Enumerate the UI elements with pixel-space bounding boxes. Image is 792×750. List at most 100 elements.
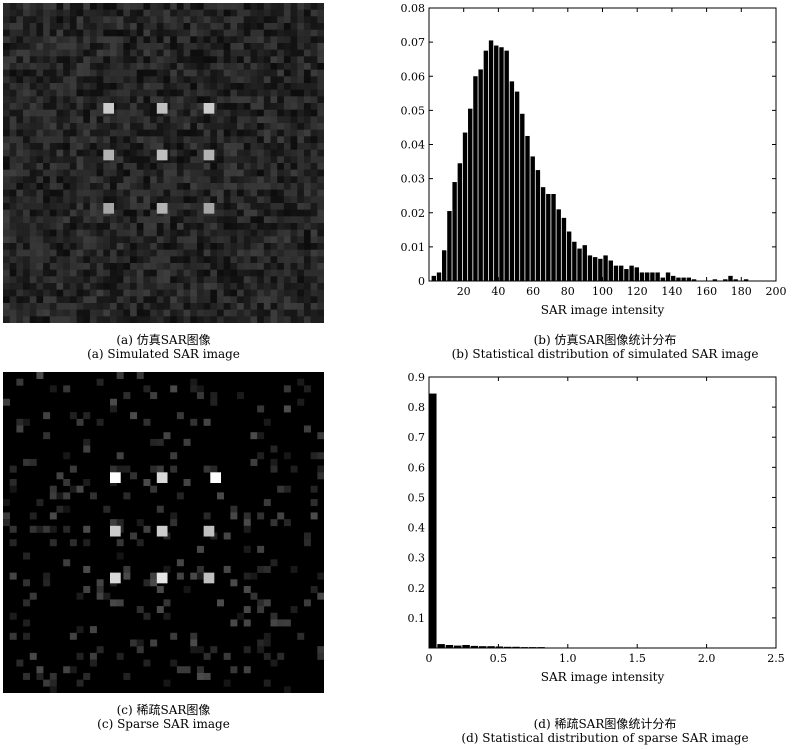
noise-pixel: [110, 196, 117, 204]
noise-pixel: [83, 89, 91, 97]
noise-pixel: [223, 163, 231, 170]
noise-pixel: [43, 43, 51, 50]
noise-pixel: [303, 276, 311, 284]
hist-bar: [495, 646, 504, 648]
target-pixel: [156, 572, 168, 584]
y-tick-label: 0.01: [401, 241, 426, 254]
noise-pixel: [210, 129, 218, 137]
noise-pixel: [176, 229, 184, 237]
noise-pixel: [89, 3, 97, 10]
noise-pixel: [196, 36, 204, 44]
noise-pixel: [310, 183, 318, 190]
noise-pixel: [16, 183, 24, 190]
caption-d-en: (d) Statistical distribution of sparse S…: [461, 731, 749, 745]
noise-pixel: [210, 303, 218, 310]
noise-pixel: [237, 183, 245, 190]
noise-pixel: [56, 303, 64, 310]
noise-pixel: [9, 143, 17, 150]
noise-pixel: [170, 276, 178, 284]
noise-pixel: [210, 56, 218, 64]
noise-pixel: [143, 63, 151, 70]
hist-bar: [494, 45, 499, 281]
noise-pixel: [49, 289, 57, 297]
noise-pixel: [130, 36, 138, 44]
noise-pixel: [110, 309, 117, 317]
noise-pixel: [69, 96, 77, 104]
noise-pixel: [69, 16, 77, 24]
noise-pixel: [210, 465, 218, 473]
hist-bar: [655, 272, 660, 281]
noise-pixel: [143, 136, 151, 144]
noise-pixel: [243, 203, 251, 210]
noise-pixel: [56, 16, 64, 24]
noise-pixel: [130, 183, 138, 190]
noise-pixel: [76, 16, 84, 24]
noise-pixel: [183, 49, 191, 57]
noise-pixel: [190, 3, 198, 10]
noise-pixel: [257, 216, 265, 224]
noise-pixel: [29, 249, 37, 257]
noise-pixel: [230, 69, 238, 77]
noise-pixel: [43, 525, 51, 533]
noise-pixel: [317, 203, 324, 210]
noise-pixel: [223, 263, 231, 270]
noise-pixel: [217, 289, 224, 297]
noise-pixel: [243, 269, 251, 277]
noise-pixel: [49, 256, 57, 264]
noise-pixel: [56, 243, 64, 250]
noise-pixel: [69, 9, 77, 17]
noise-pixel: [29, 296, 37, 304]
noise-pixel: [277, 283, 285, 290]
noise-pixel: [150, 296, 158, 304]
noise-pixel: [270, 3, 278, 10]
noise-pixel: [69, 203, 77, 210]
noise-pixel: [3, 229, 10, 237]
noise-pixel: [250, 129, 258, 137]
noise-pixel: [283, 36, 291, 44]
noise-pixel: [76, 149, 84, 157]
noise-pixel: [257, 263, 265, 270]
noise-pixel: [29, 243, 37, 250]
noise-pixel: [136, 639, 144, 647]
x-tick-label: 160: [696, 285, 717, 298]
noise-pixel: [29, 3, 37, 10]
noise-pixel: [277, 243, 285, 250]
noise-pixel: [16, 76, 24, 84]
noise-pixel: [210, 398, 218, 406]
noise-pixel: [317, 276, 324, 284]
noise-pixel: [96, 143, 104, 150]
noise-pixel: [23, 36, 31, 44]
noise-pixel: [116, 196, 124, 204]
noise-pixel: [223, 56, 231, 64]
target-pixel: [103, 149, 115, 161]
noise-pixel: [83, 29, 91, 37]
noise-pixel: [196, 276, 204, 284]
noise-pixel: [263, 256, 271, 264]
noise-pixel: [163, 432, 171, 440]
noise-pixel: [176, 169, 184, 177]
noise-pixel: [49, 385, 57, 393]
noise-pixel: [277, 116, 285, 124]
noise-pixel: [43, 149, 51, 157]
noise-pixel: [123, 129, 131, 137]
noise-pixel: [250, 432, 258, 440]
noise-pixel: [237, 243, 245, 250]
noise-pixel: [83, 23, 91, 30]
noise-pixel: [243, 646, 251, 654]
noise-pixel: [203, 223, 211, 230]
noise-pixel: [3, 243, 10, 250]
noise-pixel: [83, 129, 91, 137]
noise-pixel: [237, 43, 245, 50]
noise-pixel: [136, 189, 144, 197]
noise-pixel: [110, 263, 117, 270]
noise-pixel: [223, 216, 231, 224]
noise-pixel: [263, 309, 271, 317]
noise-pixel: [96, 592, 104, 600]
noise-pixel: [156, 216, 164, 224]
noise-pixel: [196, 196, 204, 204]
noise-pixel: [103, 136, 111, 144]
noise-pixel: [83, 149, 91, 157]
noise-pixel: [203, 16, 211, 24]
noise-pixel: [83, 445, 91, 453]
noise-pixel: [203, 316, 211, 323]
